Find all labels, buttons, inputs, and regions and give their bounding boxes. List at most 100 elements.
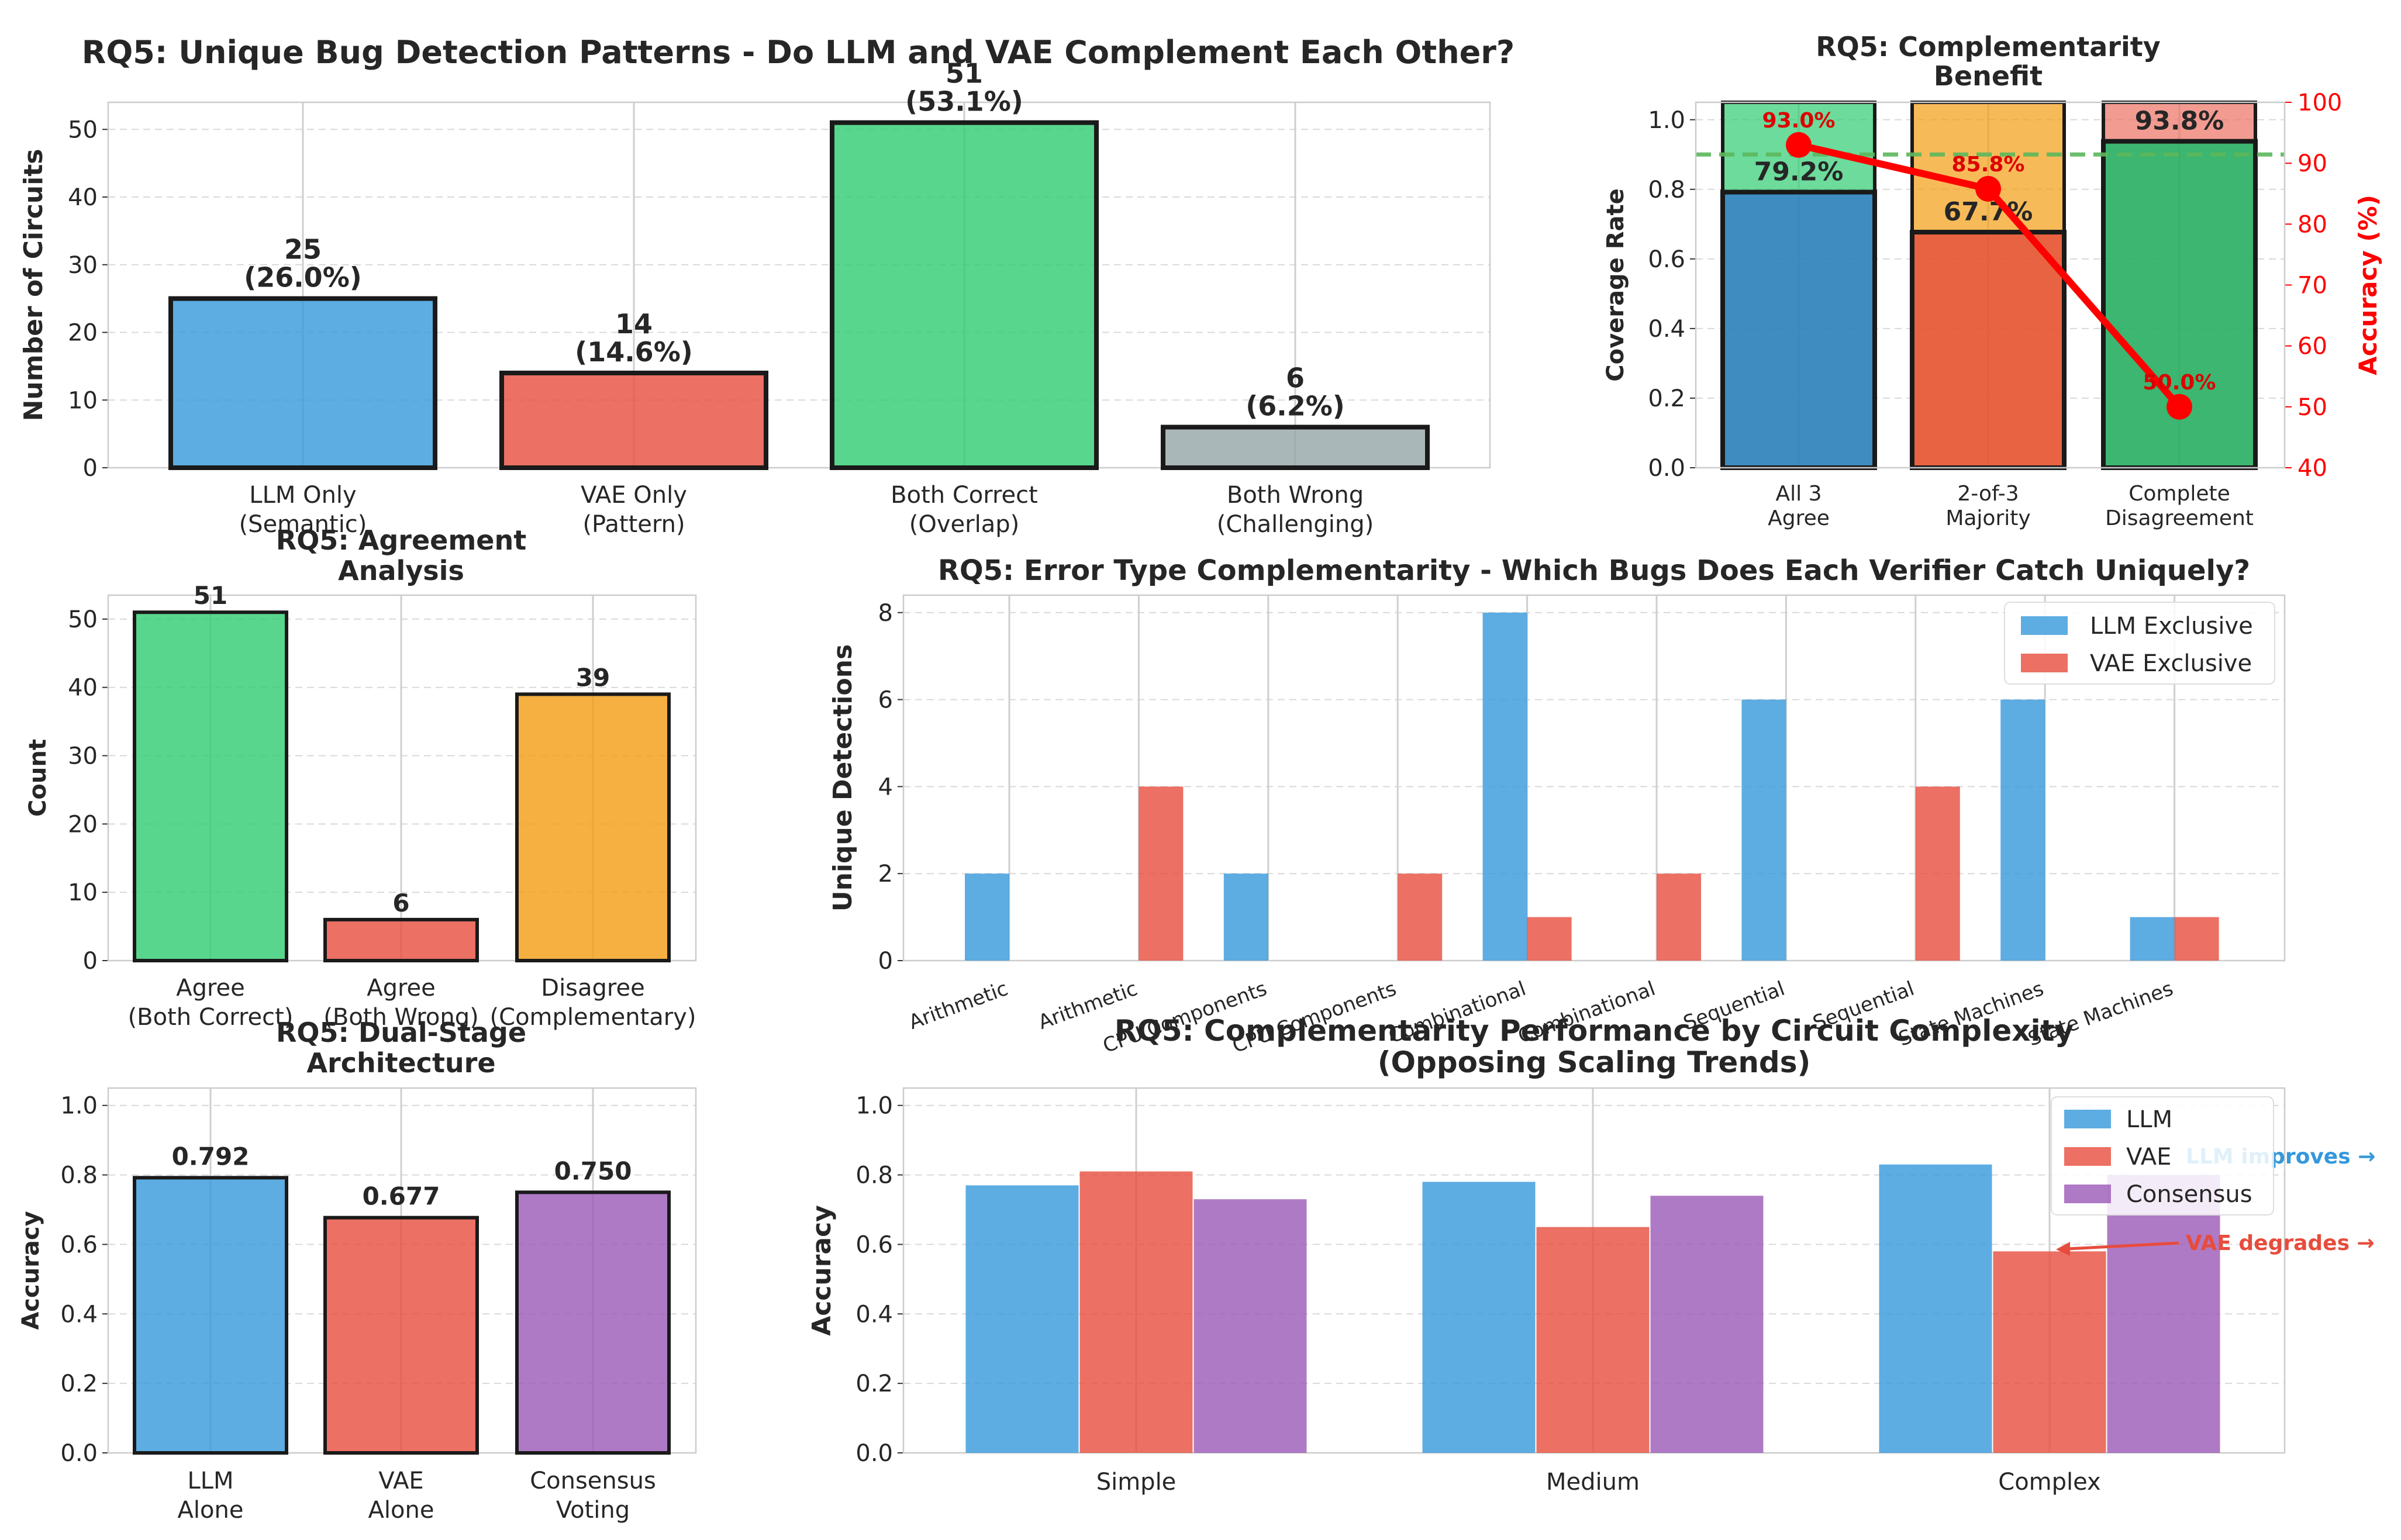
- x-tick-label: Disagreement: [2105, 506, 2254, 530]
- x-tick-label: Alone: [178, 1497, 244, 1524]
- legend-label: VAE Exclusive: [2090, 650, 2252, 677]
- accuracy-point: [2167, 393, 2192, 420]
- bar-vae-exclusive-4: [1527, 917, 1572, 961]
- chart-title: Benefit: [1934, 60, 2043, 92]
- legend-label: LLM Exclusive: [2090, 613, 2253, 640]
- y2-tick-label: 80: [2297, 211, 2327, 238]
- chart-title: RQ5: Error Type Complementarity - Which …: [938, 554, 2250, 587]
- y-tick-label: 10: [68, 387, 98, 414]
- bar-llm-exclusive-4: [1482, 612, 1527, 961]
- chart-title: RQ5: Unique Bug Detection Patterns - Do …: [82, 34, 1515, 71]
- bar-0: [133, 1176, 288, 1455]
- y-tick-label: 20: [68, 811, 98, 838]
- y-tick-label: 2: [878, 861, 893, 888]
- x-tick-label: (Challenging): [1217, 511, 1374, 538]
- y2-tick-label: 100: [2297, 89, 2342, 116]
- x-tick-label: Voting: [556, 1497, 630, 1524]
- bar-vae-1: [1536, 1227, 1650, 1453]
- x-tick-label: (Both Correct): [128, 1004, 294, 1031]
- bar-vae-2: [1993, 1251, 2106, 1453]
- legend-swatch: [2021, 616, 2068, 635]
- x-tick-label: Both Wrong: [1227, 482, 1364, 509]
- bar-vae-exclusive-7: [1915, 786, 1960, 961]
- bar-vae-exclusive-3: [1398, 873, 1443, 961]
- y-axis-label: Coverage Rate: [1602, 188, 1629, 382]
- bar-1: [323, 1216, 479, 1455]
- bar-llm-2: [1879, 1164, 1992, 1453]
- bar-vae-exclusive-9: [2174, 917, 2219, 961]
- y2-tick-label: 40: [2297, 455, 2327, 482]
- y-tick-label: 40: [68, 184, 98, 211]
- legend-swatch: [2064, 1185, 2111, 1203]
- y-tick-label: 0.4: [1648, 316, 1685, 343]
- bar-3: [1161, 424, 1430, 470]
- x-tick-label: Agree: [176, 975, 245, 1002]
- y2-tick-label: 90: [2297, 150, 2327, 177]
- y-tick-label: 0.0: [1648, 455, 1685, 482]
- x-tick-label: (Overlap): [909, 511, 1019, 538]
- y-tick-label: 0.8: [60, 1162, 98, 1189]
- bar-2: [515, 1190, 671, 1455]
- y-tick-label: 0: [83, 455, 98, 482]
- y2-tick-label: 50: [2297, 394, 2327, 421]
- x-tick-label: (Both Wrong): [323, 1004, 478, 1031]
- bar-1: [499, 370, 768, 470]
- x-tick-label: Arithmetic: [906, 977, 1011, 1034]
- chart-title: RQ5: Agreement: [276, 524, 526, 556]
- bar-percent-label: (14.6%): [575, 336, 693, 368]
- x-tick-label: All 3: [1776, 482, 1822, 506]
- accuracy-label: 93.0%: [1762, 109, 1836, 133]
- y-tick-label: 0.0: [60, 1440, 98, 1467]
- legend-swatch: [2064, 1110, 2111, 1128]
- bar-consensus-0: [1193, 1199, 1307, 1453]
- accuracy-label: 85.8%: [1952, 153, 2025, 177]
- x-tick-label: 2-of-3: [1957, 482, 2019, 506]
- y-tick-label: 0.2: [60, 1370, 98, 1397]
- chart-dual-stage: 0.0 0.2 0.4 0.6 0.8 1.0 0.792 LLM Alone 0.677 VAE A…: [18, 1017, 697, 1524]
- accuracy-label: 50.0%: [2143, 371, 2216, 395]
- y-axis-label: Accuracy: [807, 1205, 837, 1336]
- y-tick-label: 8: [878, 600, 893, 627]
- x-tick-label: (Complementary): [490, 1004, 696, 1031]
- chart-title: RQ5: Complementarity: [1816, 31, 2160, 63]
- y-tick-label: 20: [68, 320, 98, 347]
- x-tick-label: Consensus: [530, 1468, 656, 1494]
- bar-value-label: 0.792: [172, 1142, 250, 1170]
- y-tick-label: 1.0: [855, 1093, 893, 1120]
- y-tick-label: 0.6: [855, 1231, 893, 1258]
- bar-vae-0: [1079, 1171, 1193, 1453]
- x-tick-label: Alone: [368, 1497, 434, 1524]
- chart-title: RQ5: Complementarity Performance by Circ…: [1115, 1014, 2074, 1048]
- y-tick-label: 0.4: [855, 1301, 893, 1328]
- bar-percent-label: (26.0%): [244, 262, 362, 294]
- bar-value-label: 0.677: [363, 1182, 440, 1211]
- y-tick-label: 30: [68, 743, 98, 770]
- legend-label: Consensus: [2126, 1181, 2252, 1208]
- x-tick-label: Complex: [1998, 1469, 2100, 1496]
- bar-1: [323, 917, 479, 962]
- bar-vae-exclusive-5: [1657, 873, 1701, 961]
- accuracy-point: [1975, 175, 2001, 202]
- chart-title: Analysis: [338, 555, 464, 586]
- y-tick-label: 0.2: [1648, 385, 1685, 412]
- bar-percent-label: (6.2%): [1246, 391, 1345, 422]
- x-tick-label: (Semantic): [239, 511, 367, 538]
- accuracy-point: [1786, 132, 1812, 158]
- x-tick-label: Simple: [1096, 1469, 1177, 1496]
- y-axis-label: Accuracy: [18, 1211, 44, 1330]
- bar-value-label: 51: [946, 58, 983, 89]
- y2-tick-label: 60: [2297, 333, 2327, 360]
- legend: LLM Exclusive VAE Exclusive: [2004, 602, 2275, 685]
- x-tick-label: Agree: [1768, 506, 1830, 530]
- bar-llm-exclusive-9: [2130, 917, 2175, 961]
- bar-value-label: 51: [194, 581, 227, 610]
- bar-value-label: 6: [1286, 362, 1305, 394]
- chart-title: (Opposing Scaling Trends): [1378, 1045, 1811, 1079]
- x-tick-label: Both Correct: [891, 482, 1038, 509]
- legend-label: LLM: [2126, 1106, 2172, 1133]
- bar-2: [830, 120, 1099, 470]
- axes-frame: [902, 594, 2286, 962]
- bar-vae-exclusive-1: [1139, 786, 1184, 961]
- y-tick-label: 50: [68, 116, 98, 143]
